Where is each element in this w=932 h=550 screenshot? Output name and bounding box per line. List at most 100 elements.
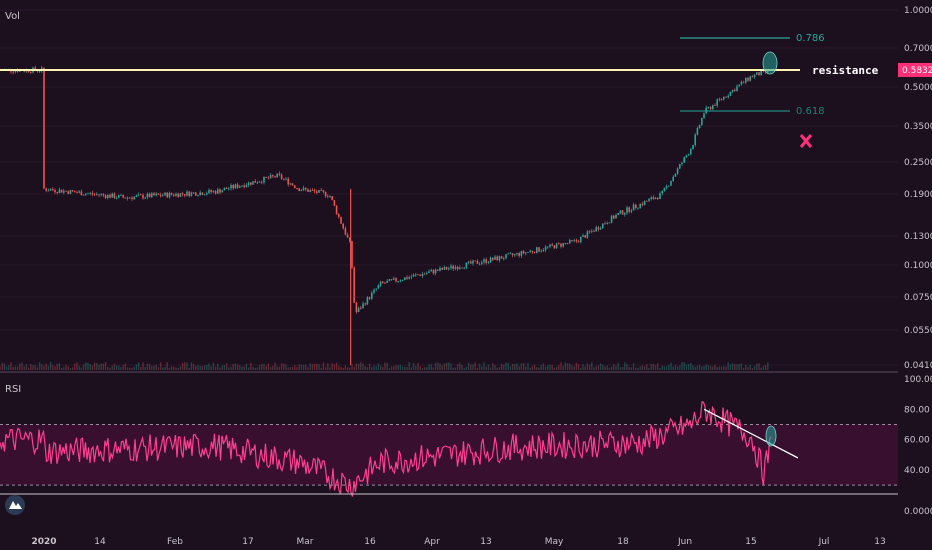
candle-body: [360, 307, 362, 309]
volume-bar: [283, 363, 285, 370]
candle-body: [377, 285, 380, 289]
volume-bar: [661, 365, 663, 370]
volume-bar: [355, 363, 358, 370]
volume-bar: [709, 365, 712, 370]
volume-bar: [322, 362, 325, 370]
candle-body: [714, 105, 716, 106]
candle-body: [280, 174, 283, 179]
candle-body: [657, 197, 659, 199]
volume-bar: [740, 363, 743, 370]
volume-bar: [544, 366, 547, 370]
volume-bar: [401, 366, 404, 370]
candle-body: [214, 191, 217, 194]
volume-bar: [734, 364, 736, 370]
candle-body: [575, 239, 578, 242]
volume-bar: [175, 367, 177, 370]
volume-bar: [597, 365, 600, 370]
volume-bar: [692, 365, 694, 370]
volume-bar: [137, 362, 140, 370]
volume-bar: [507, 362, 509, 370]
candle-body: [247, 182, 250, 186]
volume-bar: [505, 362, 507, 370]
volume-bar: [602, 364, 604, 370]
rsi-pane[interactable]: RSI: [0, 384, 898, 497]
volume-bar: [124, 363, 127, 370]
volume-bar: [331, 363, 333, 370]
candle-body: [613, 215, 615, 219]
volume-bar: [236, 364, 239, 370]
candle-body: [243, 185, 245, 188]
volume-bar: [384, 362, 386, 370]
volume-bar: [542, 363, 545, 370]
volume-bar: [558, 364, 560, 370]
price-pane[interactable]: 0.786 0.618 resistance Vol: [0, 9, 898, 370]
candle-body: [142, 194, 144, 199]
candle-body: [445, 266, 448, 270]
volume-bar: [14, 366, 17, 370]
candle-body: [91, 192, 94, 195]
volume-bar: [5, 366, 8, 370]
candle-body: [696, 128, 699, 135]
volume-bar: [201, 366, 204, 370]
volume-bar: [43, 365, 45, 370]
candle-body: [14, 70, 17, 73]
time-tick-label: 15: [745, 537, 756, 547]
candle-body: [566, 243, 569, 244]
volume-bar: [608, 367, 611, 370]
candle-body: [698, 125, 701, 129]
candle-body: [56, 192, 58, 193]
candle-body: [454, 267, 457, 269]
time-tick-label: May: [545, 537, 564, 547]
rsi-axis[interactable]: 100.00 80.00 60.00 40.00: [904, 375, 932, 476]
volume-bar: [511, 363, 514, 370]
volume-bar: [694, 366, 696, 370]
volume-bar: [146, 363, 149, 370]
volume-bar: [549, 364, 551, 370]
candle-body: [641, 203, 644, 205]
volume-bar: [47, 365, 50, 370]
candle-body: [395, 278, 397, 282]
volume-bar: [278, 366, 281, 370]
time-tick-label: Jul: [818, 537, 830, 547]
candle-body: [146, 193, 149, 198]
volume-bar: [247, 367, 250, 370]
volume-bar: [496, 367, 498, 370]
volume-bar: [648, 367, 650, 370]
candle-body: [38, 71, 41, 73]
candle-body: [439, 267, 441, 271]
price-gridlines: [0, 9, 898, 366]
volume-bar: [256, 367, 259, 370]
volume-bar: [206, 364, 208, 370]
volume-bar: [498, 367, 501, 370]
volume-bar: [368, 363, 371, 370]
volume-bar: [377, 363, 380, 370]
candle-body: [415, 274, 417, 276]
candle-body: [65, 190, 67, 192]
candle-body: [397, 280, 399, 282]
candle-body: [133, 196, 135, 200]
candle-body: [681, 162, 683, 165]
candle-body: [98, 194, 100, 196]
candle-body: [412, 274, 415, 277]
time-axis[interactable]: 2020 14 Feb 17 Mar 16 Apr 13 May 18 Jun 15 Jul 13: [31, 537, 885, 547]
volume-bar: [516, 363, 518, 370]
volume-bar: [665, 366, 668, 370]
candle-body: [531, 250, 534, 253]
volume-bar: [756, 363, 758, 370]
volume-bar: [406, 366, 408, 370]
volume-bar: [586, 363, 589, 370]
candle-body: [718, 99, 721, 101]
rsi-trendline[interactable]: [703, 408, 799, 459]
candle-body: [505, 254, 507, 259]
candle-body: [551, 244, 553, 246]
volume-bar: [419, 366, 421, 370]
candle-body: [212, 191, 215, 193]
volume-bar: [285, 364, 287, 370]
candle-body: [496, 256, 498, 261]
candle-body: [168, 192, 171, 198]
volume-bar: [27, 367, 30, 370]
volume-bar: [234, 363, 237, 370]
volume-bar: [362, 363, 364, 370]
